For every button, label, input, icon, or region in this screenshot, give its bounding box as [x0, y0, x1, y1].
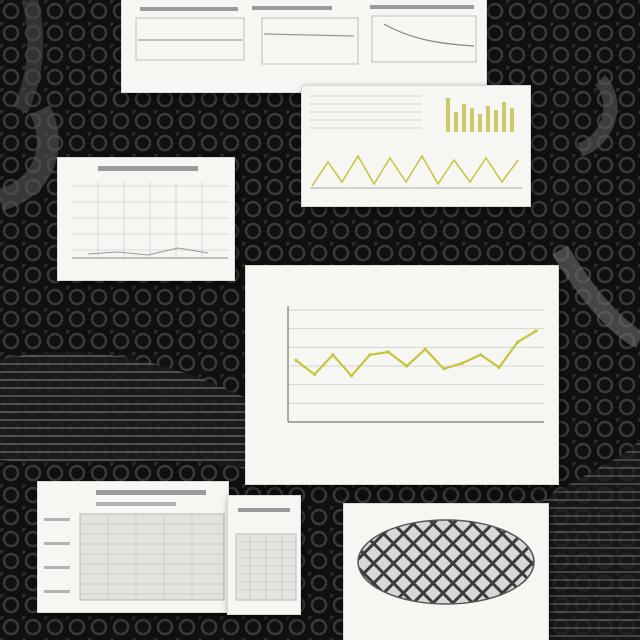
data-point — [442, 367, 446, 371]
data-point — [497, 365, 501, 369]
main-line-chart — [287, 306, 544, 423]
data-point — [460, 361, 464, 365]
data-point — [312, 372, 317, 376]
mini-panel-frame — [261, 17, 359, 65]
lattice-image-card — [344, 504, 548, 640]
grid-mini-chart — [72, 166, 228, 259]
grid-chart-card — [58, 158, 234, 280]
top-strip-mini-charts — [135, 5, 477, 65]
secondary-table-illustration — [235, 508, 297, 601]
top-strip-card — [122, 0, 486, 92]
mini-panel-frame — [135, 17, 245, 61]
data-point — [423, 347, 427, 351]
data-point — [294, 358, 298, 362]
data-point — [368, 353, 372, 357]
main-line-chart-card — [246, 266, 558, 484]
mini-panel-frame — [371, 15, 477, 63]
table-card — [38, 482, 228, 612]
yellow-mini-charts — [310, 95, 522, 189]
data-point — [331, 353, 335, 357]
data-point — [534, 329, 538, 333]
bar-and-line-card — [302, 86, 530, 206]
series-line — [295, 330, 537, 377]
data-point — [405, 364, 409, 368]
lattice-texture-image — [357, 519, 535, 605]
table-illustration — [44, 490, 225, 601]
secondary-table-card — [228, 496, 300, 614]
data-point — [386, 350, 390, 354]
data-point — [349, 374, 353, 378]
data-point — [515, 340, 520, 344]
data-point — [479, 353, 483, 357]
